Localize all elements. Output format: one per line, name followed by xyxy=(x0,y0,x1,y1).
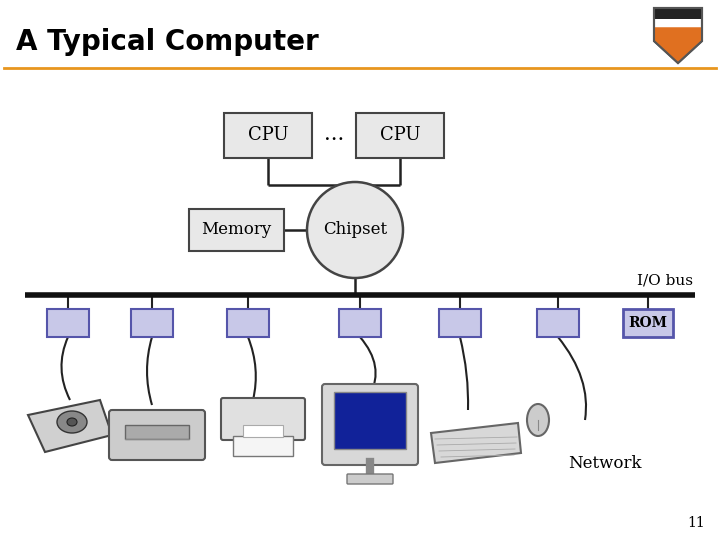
Text: Network: Network xyxy=(568,455,642,472)
Ellipse shape xyxy=(527,404,549,436)
Ellipse shape xyxy=(307,182,403,278)
FancyBboxPatch shape xyxy=(623,309,673,337)
Text: CPU: CPU xyxy=(248,126,288,144)
FancyBboxPatch shape xyxy=(322,384,418,465)
Text: Memory: Memory xyxy=(201,221,271,239)
FancyBboxPatch shape xyxy=(125,425,189,439)
FancyBboxPatch shape xyxy=(356,112,444,158)
Text: ROM: ROM xyxy=(629,316,667,330)
FancyBboxPatch shape xyxy=(243,425,283,437)
Text: 11: 11 xyxy=(688,516,705,530)
FancyBboxPatch shape xyxy=(339,309,381,337)
Text: I/O bus: I/O bus xyxy=(637,273,693,287)
FancyBboxPatch shape xyxy=(189,209,284,251)
FancyBboxPatch shape xyxy=(221,398,305,440)
Polygon shape xyxy=(654,8,702,63)
FancyBboxPatch shape xyxy=(233,436,293,456)
FancyBboxPatch shape xyxy=(131,309,173,337)
FancyBboxPatch shape xyxy=(224,112,312,158)
FancyBboxPatch shape xyxy=(537,309,579,337)
Text: A Typical Computer: A Typical Computer xyxy=(16,28,319,56)
FancyBboxPatch shape xyxy=(439,309,481,337)
Text: Chipset: Chipset xyxy=(323,221,387,239)
FancyBboxPatch shape xyxy=(227,309,269,337)
Polygon shape xyxy=(431,423,521,463)
Polygon shape xyxy=(654,27,702,63)
Ellipse shape xyxy=(57,411,87,433)
FancyBboxPatch shape xyxy=(334,392,406,449)
FancyBboxPatch shape xyxy=(347,474,393,484)
Text: ...: ... xyxy=(324,125,344,145)
FancyBboxPatch shape xyxy=(109,410,205,460)
FancyBboxPatch shape xyxy=(47,309,89,337)
Text: CPU: CPU xyxy=(379,126,420,144)
Polygon shape xyxy=(28,400,112,452)
Polygon shape xyxy=(654,8,702,19)
Ellipse shape xyxy=(67,418,77,426)
